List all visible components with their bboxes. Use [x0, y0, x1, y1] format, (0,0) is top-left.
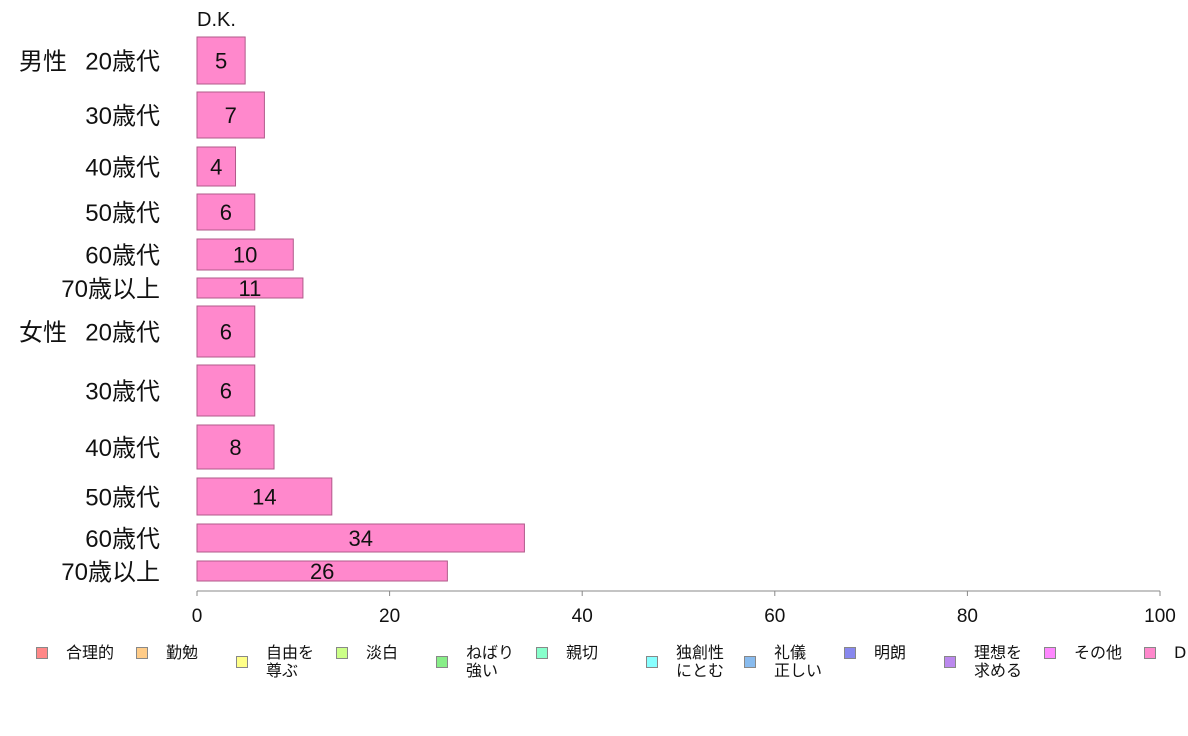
legend: 合理的 勤勉 自由を 尊ぶ 淡白 ねばり 強い 親切 独創性 にとむ 礼儀 正しい 明朗 理想を …	[36, 644, 1186, 692]
bar-value-label: 6	[220, 379, 232, 404]
bar-value-label: 26	[310, 559, 334, 584]
bar	[196, 305, 256, 358]
bar-value-label: 34	[348, 526, 372, 551]
bar-value-label: 5	[215, 49, 227, 74]
group-label: 女性	[19, 320, 67, 347]
legend-swatch	[1144, 647, 1156, 659]
bar	[196, 91, 265, 139]
bar-value-label: 4	[210, 155, 222, 180]
legend-label: 明朗	[874, 643, 907, 662]
category-label: 50歳代	[85, 200, 160, 227]
bar	[196, 560, 448, 582]
category-label: 70歳以上	[61, 276, 160, 303]
legend-label: 淡白	[366, 643, 399, 662]
x-tick-label: 40	[572, 606, 593, 627]
legend-swatch	[744, 656, 756, 668]
bar	[196, 193, 256, 231]
legend-swatch	[1044, 647, 1056, 659]
x-tick-label: 80	[957, 606, 978, 627]
legend-item: 礼儀 正しい	[744, 644, 822, 680]
legend-swatch	[844, 647, 856, 659]
legend-label: 勤勉	[166, 643, 199, 662]
legend-label: その他	[1074, 643, 1123, 662]
category-label: 70歳以上	[61, 559, 160, 586]
legend-swatch	[436, 656, 448, 668]
legend-swatch	[646, 656, 658, 668]
category-label: 40歳代	[85, 155, 160, 182]
legend-label: 親切	[566, 643, 599, 662]
category-label: 30歳代	[85, 379, 160, 406]
bar	[196, 238, 294, 271]
legend-item: ねばり 強い	[436, 644, 514, 680]
x-ticks: 0 20 40 60 80 100	[192, 591, 1176, 627]
chart-title: D.K.	[197, 9, 236, 31]
bar	[196, 424, 275, 470]
group-label: 男性	[19, 49, 67, 76]
legend-swatch	[536, 647, 548, 659]
legend-swatch	[136, 647, 148, 659]
bar-value-label: 8	[229, 435, 241, 460]
legend-item: 明朗	[844, 644, 906, 662]
category-label: 20歳代	[85, 49, 160, 76]
legend-item: その他	[1044, 644, 1122, 662]
bar	[196, 277, 304, 299]
x-tick-label: 100	[1144, 606, 1176, 627]
legend-label: 合理的	[66, 643, 115, 662]
category-label: 30歳代	[85, 103, 160, 130]
category-label: 60歳代	[85, 243, 160, 270]
bars	[196, 36, 525, 582]
category-label: 60歳代	[85, 526, 160, 553]
category-label: 20歳代	[85, 320, 160, 347]
legend-item: D	[1144, 644, 1186, 662]
legend-item: 理想を 求める	[944, 644, 1022, 680]
legend-label: ねばり 強い	[466, 643, 515, 680]
bar-value-label: 11	[239, 276, 262, 301]
legend-swatch	[336, 647, 348, 659]
legend-item: 勤勉	[136, 644, 198, 662]
legend-item: 親切	[536, 644, 598, 662]
legend-swatch	[36, 647, 48, 659]
bar-value-label: 14	[252, 485, 276, 510]
legend-label: 理想を 求める	[974, 643, 1023, 680]
legend-item: 合理的	[36, 644, 114, 662]
category-label: 40歳代	[85, 435, 160, 462]
bar	[196, 477, 333, 516]
x-tick-label: 0	[192, 606, 203, 627]
bar-value-label: 7	[225, 103, 237, 128]
bar	[196, 523, 525, 553]
category-labels: 20歳代 30歳代 40歳代 50歳代 60歳代 70歳以上 20歳代 30歳代 40歳代 50歳…	[61, 49, 160, 587]
bar-value-label: 6	[220, 320, 232, 345]
legend-label: D	[1174, 643, 1187, 662]
bar-value-label: 10	[233, 243, 257, 268]
legend-swatch	[944, 656, 956, 668]
category-label: 50歳代	[85, 485, 160, 512]
legend-label: 礼儀 正しい	[774, 643, 823, 680]
legend-item: 独創性 にとむ	[646, 644, 724, 680]
legend-item: 自由を 尊ぶ	[236, 644, 314, 680]
x-tick-label: 20	[379, 606, 400, 627]
x-tick-label: 60	[764, 606, 785, 627]
bar	[196, 146, 237, 187]
bar	[196, 36, 246, 85]
bar	[196, 364, 256, 417]
legend-label: 独創性 にとむ	[676, 643, 725, 680]
legend-swatch	[236, 656, 248, 668]
bar-value-label: 6	[220, 200, 232, 225]
legend-item: 淡白	[336, 644, 398, 662]
legend-label: 自由を 尊ぶ	[266, 643, 315, 680]
